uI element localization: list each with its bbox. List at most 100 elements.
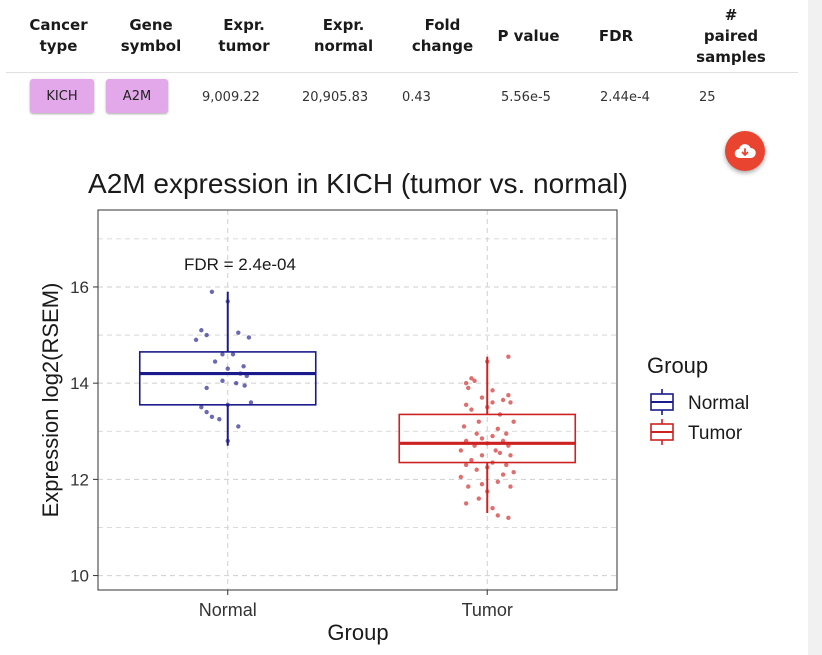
tumor-point	[458, 448, 464, 453]
legend-label-tumor: Tumor	[688, 423, 743, 444]
normal-point	[236, 424, 241, 429]
fdr-value: 2.44e-4	[600, 89, 650, 105]
tumor-point	[458, 474, 464, 480]
header-gene-symbol[interactable]: Gene symbol	[120, 16, 182, 55]
normal-point	[204, 409, 209, 415]
table-row: 9,009.22 20,905.83 0.43 5.56e-5 2.44e-4 …	[6, 72, 798, 122]
legend-label-normal: Normal	[688, 393, 749, 414]
tumor-point	[472, 378, 477, 383]
paired-samples-value: 25	[699, 89, 716, 105]
normal-point	[204, 385, 209, 391]
tumor-point	[497, 450, 503, 456]
header-paired-samples[interactable]: # paired samples	[696, 5, 766, 66]
tumor-point	[511, 419, 516, 424]
expr-tumor-value: 9,009.22	[202, 89, 260, 105]
download-button[interactable]	[725, 131, 765, 171]
normal-point	[204, 332, 209, 338]
normal-point	[244, 373, 249, 379]
tumor-point	[490, 388, 495, 393]
x-tick-label: Tumor	[462, 600, 513, 620]
tumor-point	[461, 424, 467, 429]
tumor-point	[469, 376, 474, 381]
normal-point	[242, 383, 247, 388]
tumor-point	[485, 359, 490, 364]
cloud-download-icon	[734, 144, 756, 159]
tumor-point	[500, 397, 506, 403]
tumor-point	[508, 453, 513, 458]
legend-key-normal	[650, 393, 674, 411]
tumor-point	[490, 460, 495, 465]
table-header: Cancer type Gene symbol Expr. tumor Expr…	[6, 0, 798, 73]
tumor-point	[463, 501, 469, 506]
normal-point	[248, 400, 254, 405]
x-axis-label: Group	[327, 620, 388, 645]
normal-point	[199, 405, 204, 410]
legend-item-tumor: Tumor	[650, 419, 743, 445]
normal-point	[209, 414, 215, 420]
normal-point	[225, 438, 230, 444]
tumor-point	[479, 436, 485, 441]
tumor-point	[476, 419, 482, 424]
normal-point	[241, 364, 246, 369]
fdr-annotation: FDR = 2.4e-04	[184, 255, 296, 274]
y-tick-label: 12	[70, 470, 89, 489]
tumor-point	[466, 385, 471, 391]
cancer-type-chip[interactable]: KICH	[30, 79, 94, 113]
gene-symbol-chip[interactable]: A2M	[106, 79, 168, 113]
header-cancer-type[interactable]: Cancer type	[29, 16, 88, 55]
tumor-point	[508, 400, 513, 405]
normal-point	[225, 402, 230, 408]
header-fdr[interactable]: FDR	[598, 26, 634, 45]
tumor-point	[479, 395, 485, 400]
tumor-point	[506, 515, 511, 521]
normal-point	[238, 371, 243, 376]
header-expr-normal[interactable]: Expr. normal	[313, 16, 374, 55]
tumor-point	[479, 453, 485, 458]
x-tick-label: Normal	[199, 600, 257, 620]
tumor-point	[495, 513, 501, 518]
tumor-point	[508, 484, 513, 489]
tumor-box	[398, 413, 577, 464]
scrollbar[interactable]	[808, 0, 822, 655]
normal-point	[246, 335, 252, 340]
tumor-point	[463, 380, 469, 386]
expr-normal-value: 20,905.83	[302, 89, 369, 105]
tumor-point	[469, 457, 474, 463]
y-axis-label: Expression log2(RSEM)	[38, 283, 63, 518]
tumor-point	[495, 479, 501, 484]
header-expr-tumor[interactable]: Expr. tumor	[218, 16, 270, 55]
normal-point	[217, 417, 222, 422]
tumor-point	[504, 431, 509, 436]
tumor-point	[485, 405, 490, 410]
tumor-point	[476, 496, 482, 501]
tumor-point	[479, 481, 485, 487]
tumor-point	[472, 443, 477, 448]
chart-title: A2M expression in KICH (tumor vs. normal…	[88, 168, 628, 199]
normal-point	[236, 330, 241, 335]
header-p-value[interactable]: P value	[497, 26, 560, 45]
tumor-point	[490, 400, 495, 405]
p-value-value: 5.56e-5	[501, 89, 551, 105]
tumor-point	[466, 484, 471, 489]
tumor-point	[474, 431, 479, 436]
header-fold-change[interactable]: Fold change	[411, 16, 474, 55]
tumor-point	[490, 433, 495, 439]
normal-point	[209, 289, 215, 294]
normal-point	[233, 380, 239, 386]
normal-point	[230, 352, 236, 357]
legend-key-tumor	[650, 423, 674, 441]
grid-lines	[98, 210, 617, 590]
tumor-point	[469, 407, 474, 412]
tumor-point	[485, 489, 490, 494]
tumor-point	[500, 438, 506, 444]
tumor-point	[463, 462, 469, 468]
tumor-point	[500, 472, 506, 477]
tumor-point	[474, 467, 479, 472]
tumor-point	[485, 441, 490, 446]
legend-title: Group	[647, 353, 708, 378]
tumor-point	[506, 392, 511, 398]
y-tick-label: 14	[70, 374, 89, 393]
y-axis: 10 12 14 16	[70, 278, 98, 586]
box-series	[138, 291, 577, 514]
normal-point	[220, 352, 225, 357]
